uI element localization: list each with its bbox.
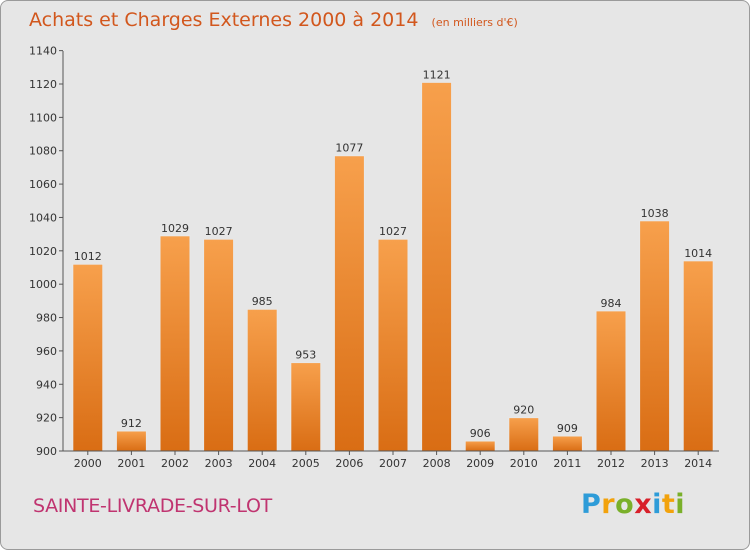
bars-layer: 1012 912 1029 1027 985 953 1077 1027 1121 906 920 9…: [72, 68, 714, 452]
value-label: 1077: [335, 142, 363, 155]
y-tick-label: 1000: [29, 278, 57, 291]
x-tick-label: 2010: [510, 457, 538, 470]
x-tick-label: 2011: [553, 457, 581, 470]
y-tick-label: 1140: [29, 45, 57, 58]
logo-letter: i: [675, 489, 686, 520]
bar-2005: [290, 362, 322, 452]
logo-letter: x: [634, 489, 653, 520]
commune-name: SAINTE-LIVRADE-SUR-LOT: [33, 495, 272, 517]
value-label: 912: [121, 417, 142, 430]
title-row: Achats et Charges Externes 2000 à 2014 (…: [29, 9, 518, 31]
bar-2004: [246, 308, 278, 452]
bar-2007: [377, 238, 409, 452]
y-tick-label: 940: [36, 378, 57, 391]
bar-2008: [421, 81, 453, 452]
bar-2000: [72, 263, 104, 452]
value-label: 920: [513, 404, 534, 417]
x-tick-label: 2000: [74, 457, 102, 470]
x-tick-label: 2012: [597, 457, 625, 470]
y-tick-label: 980: [36, 312, 57, 325]
value-label: 1027: [205, 225, 233, 238]
y-tick-label: 1060: [29, 178, 57, 191]
x-tick-label: 2003: [205, 457, 233, 470]
logo-letter: i: [652, 489, 662, 520]
x-tick-label: 2001: [117, 457, 145, 470]
bar-2010: [508, 417, 540, 452]
x-tick-label: 2004: [248, 457, 276, 470]
chart-title: Achats et Charges Externes 2000 à 2014: [29, 9, 419, 31]
value-label: 985: [252, 295, 273, 308]
bar-2012: [595, 310, 627, 452]
bar-2006: [333, 155, 365, 452]
x-tick-label: 2008: [423, 457, 451, 470]
bar-2009: [464, 440, 496, 452]
value-label: 1012: [74, 250, 102, 263]
proxiti-logo[interactable]: Proxiti: [581, 489, 685, 520]
y-tick-label: 1020: [29, 245, 57, 258]
value-label: 1014: [684, 247, 712, 260]
bar-2014: [682, 260, 714, 452]
x-tick-label: 2002: [161, 457, 189, 470]
x-tick-label: 2013: [641, 457, 669, 470]
bar-2011: [551, 435, 583, 452]
logo-letter: r: [601, 489, 616, 520]
y-tick-label: 920: [36, 412, 57, 425]
x-tick-label: 2014: [684, 457, 712, 470]
value-label: 1029: [161, 222, 189, 235]
value-label: 984: [601, 297, 622, 310]
value-label: 1038: [641, 207, 669, 220]
value-label: 909: [557, 422, 578, 435]
bar-2003: [203, 238, 235, 452]
y-tick-label: 1080: [29, 145, 57, 158]
logo-letter: t: [661, 489, 676, 520]
y-tick-label: 1120: [29, 78, 57, 91]
bar-2013: [639, 220, 671, 452]
bar-2002: [159, 235, 191, 452]
logo-letter: o: [615, 489, 635, 520]
bar-2001: [115, 430, 147, 452]
value-label: 906: [470, 427, 491, 440]
x-tick-label: 2005: [292, 457, 320, 470]
x-tick-label: 2009: [466, 457, 494, 470]
value-label: 1027: [379, 225, 407, 238]
x-tick-label: 2007: [379, 457, 407, 470]
y-tick-label: 960: [36, 345, 57, 358]
value-label: 1121: [423, 68, 451, 81]
y-tick-label: 1040: [29, 211, 57, 224]
value-label: 953: [295, 349, 316, 362]
y-tick-label: 1100: [29, 111, 57, 124]
logo-letter: P: [581, 489, 602, 520]
x-tick-label: 2006: [335, 457, 363, 470]
axes-layer: 900 920 940 960 980 1000 1020 1040 1060 1080 1100 1…: [29, 45, 719, 470]
chart-subtitle: (en milliers d'€): [431, 16, 518, 29]
y-tick-label: 900: [36, 445, 57, 458]
